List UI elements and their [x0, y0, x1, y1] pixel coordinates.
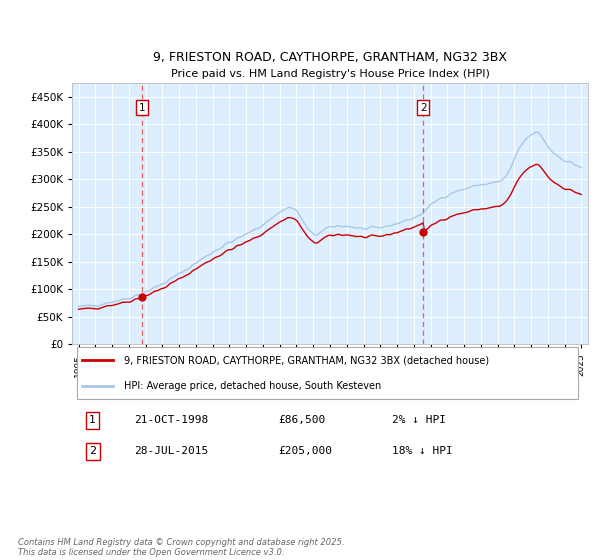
Text: 2: 2: [89, 446, 96, 456]
Text: 9, FRIESTON ROAD, CAYTHORPE, GRANTHAM, NG32 3BX (detached house): 9, FRIESTON ROAD, CAYTHORPE, GRANTHAM, N…: [124, 356, 489, 366]
Text: 28-JUL-2015: 28-JUL-2015: [134, 446, 208, 456]
Text: 21-OCT-1998: 21-OCT-1998: [134, 416, 208, 426]
Text: £86,500: £86,500: [278, 416, 326, 426]
Text: 2: 2: [420, 102, 427, 113]
Text: 9, FRIESTON ROAD, CAYTHORPE, GRANTHAM, NG32 3BX: 9, FRIESTON ROAD, CAYTHORPE, GRANTHAM, N…: [153, 50, 507, 63]
Text: Contains HM Land Registry data © Crown copyright and database right 2025.
This d: Contains HM Land Registry data © Crown c…: [18, 538, 344, 557]
Text: £205,000: £205,000: [278, 446, 332, 456]
Text: 2% ↓ HPI: 2% ↓ HPI: [392, 416, 446, 426]
Text: HPI: Average price, detached house, South Kesteven: HPI: Average price, detached house, Sout…: [124, 381, 381, 390]
Text: 1: 1: [89, 416, 96, 426]
Text: 1: 1: [139, 102, 146, 113]
FancyBboxPatch shape: [77, 347, 578, 399]
Text: 18% ↓ HPI: 18% ↓ HPI: [392, 446, 452, 456]
Text: Price paid vs. HM Land Registry's House Price Index (HPI): Price paid vs. HM Land Registry's House …: [170, 69, 490, 79]
